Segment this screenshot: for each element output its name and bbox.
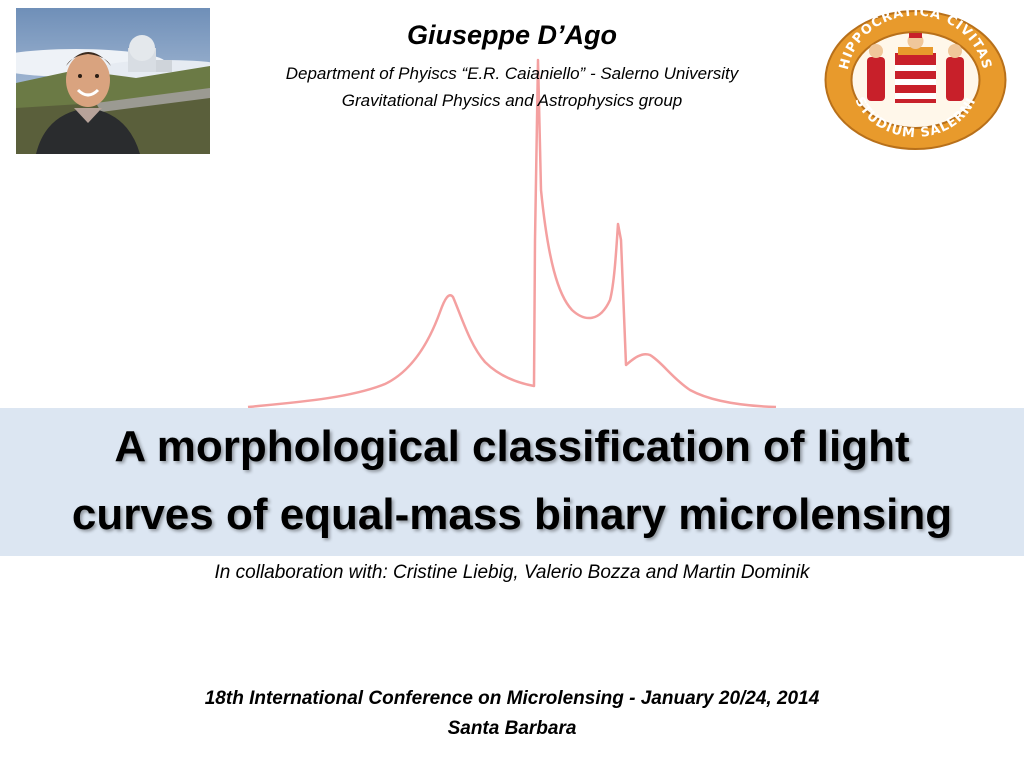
- affiliation-group: Gravitational Physics and Astrophysics g…: [341, 91, 683, 110]
- author-name: Giuseppe D’Ago: [406, 20, 617, 50]
- conference-location: Santa Barbara: [447, 718, 577, 739]
- author-photo: [16, 8, 210, 154]
- affiliation-department: Department of Phyiscs “E.R. Caianiello” …: [285, 64, 739, 83]
- slide-title-line1: A morphological classification of light: [114, 422, 910, 471]
- title-band: [0, 408, 1024, 556]
- university-seal-logo: HIPPOCRATICA CIVITAS STUDIUM SALERNI: [823, 9, 1008, 151]
- collaboration-line: In collaboration with: Cristine Liebig, …: [214, 562, 810, 583]
- slide-title-line2: curves of equal-mass binary microlensing: [71, 490, 953, 539]
- conference-name: 18th International Conference on Microle…: [204, 688, 820, 709]
- light-curve-line: [247, 58, 777, 409]
